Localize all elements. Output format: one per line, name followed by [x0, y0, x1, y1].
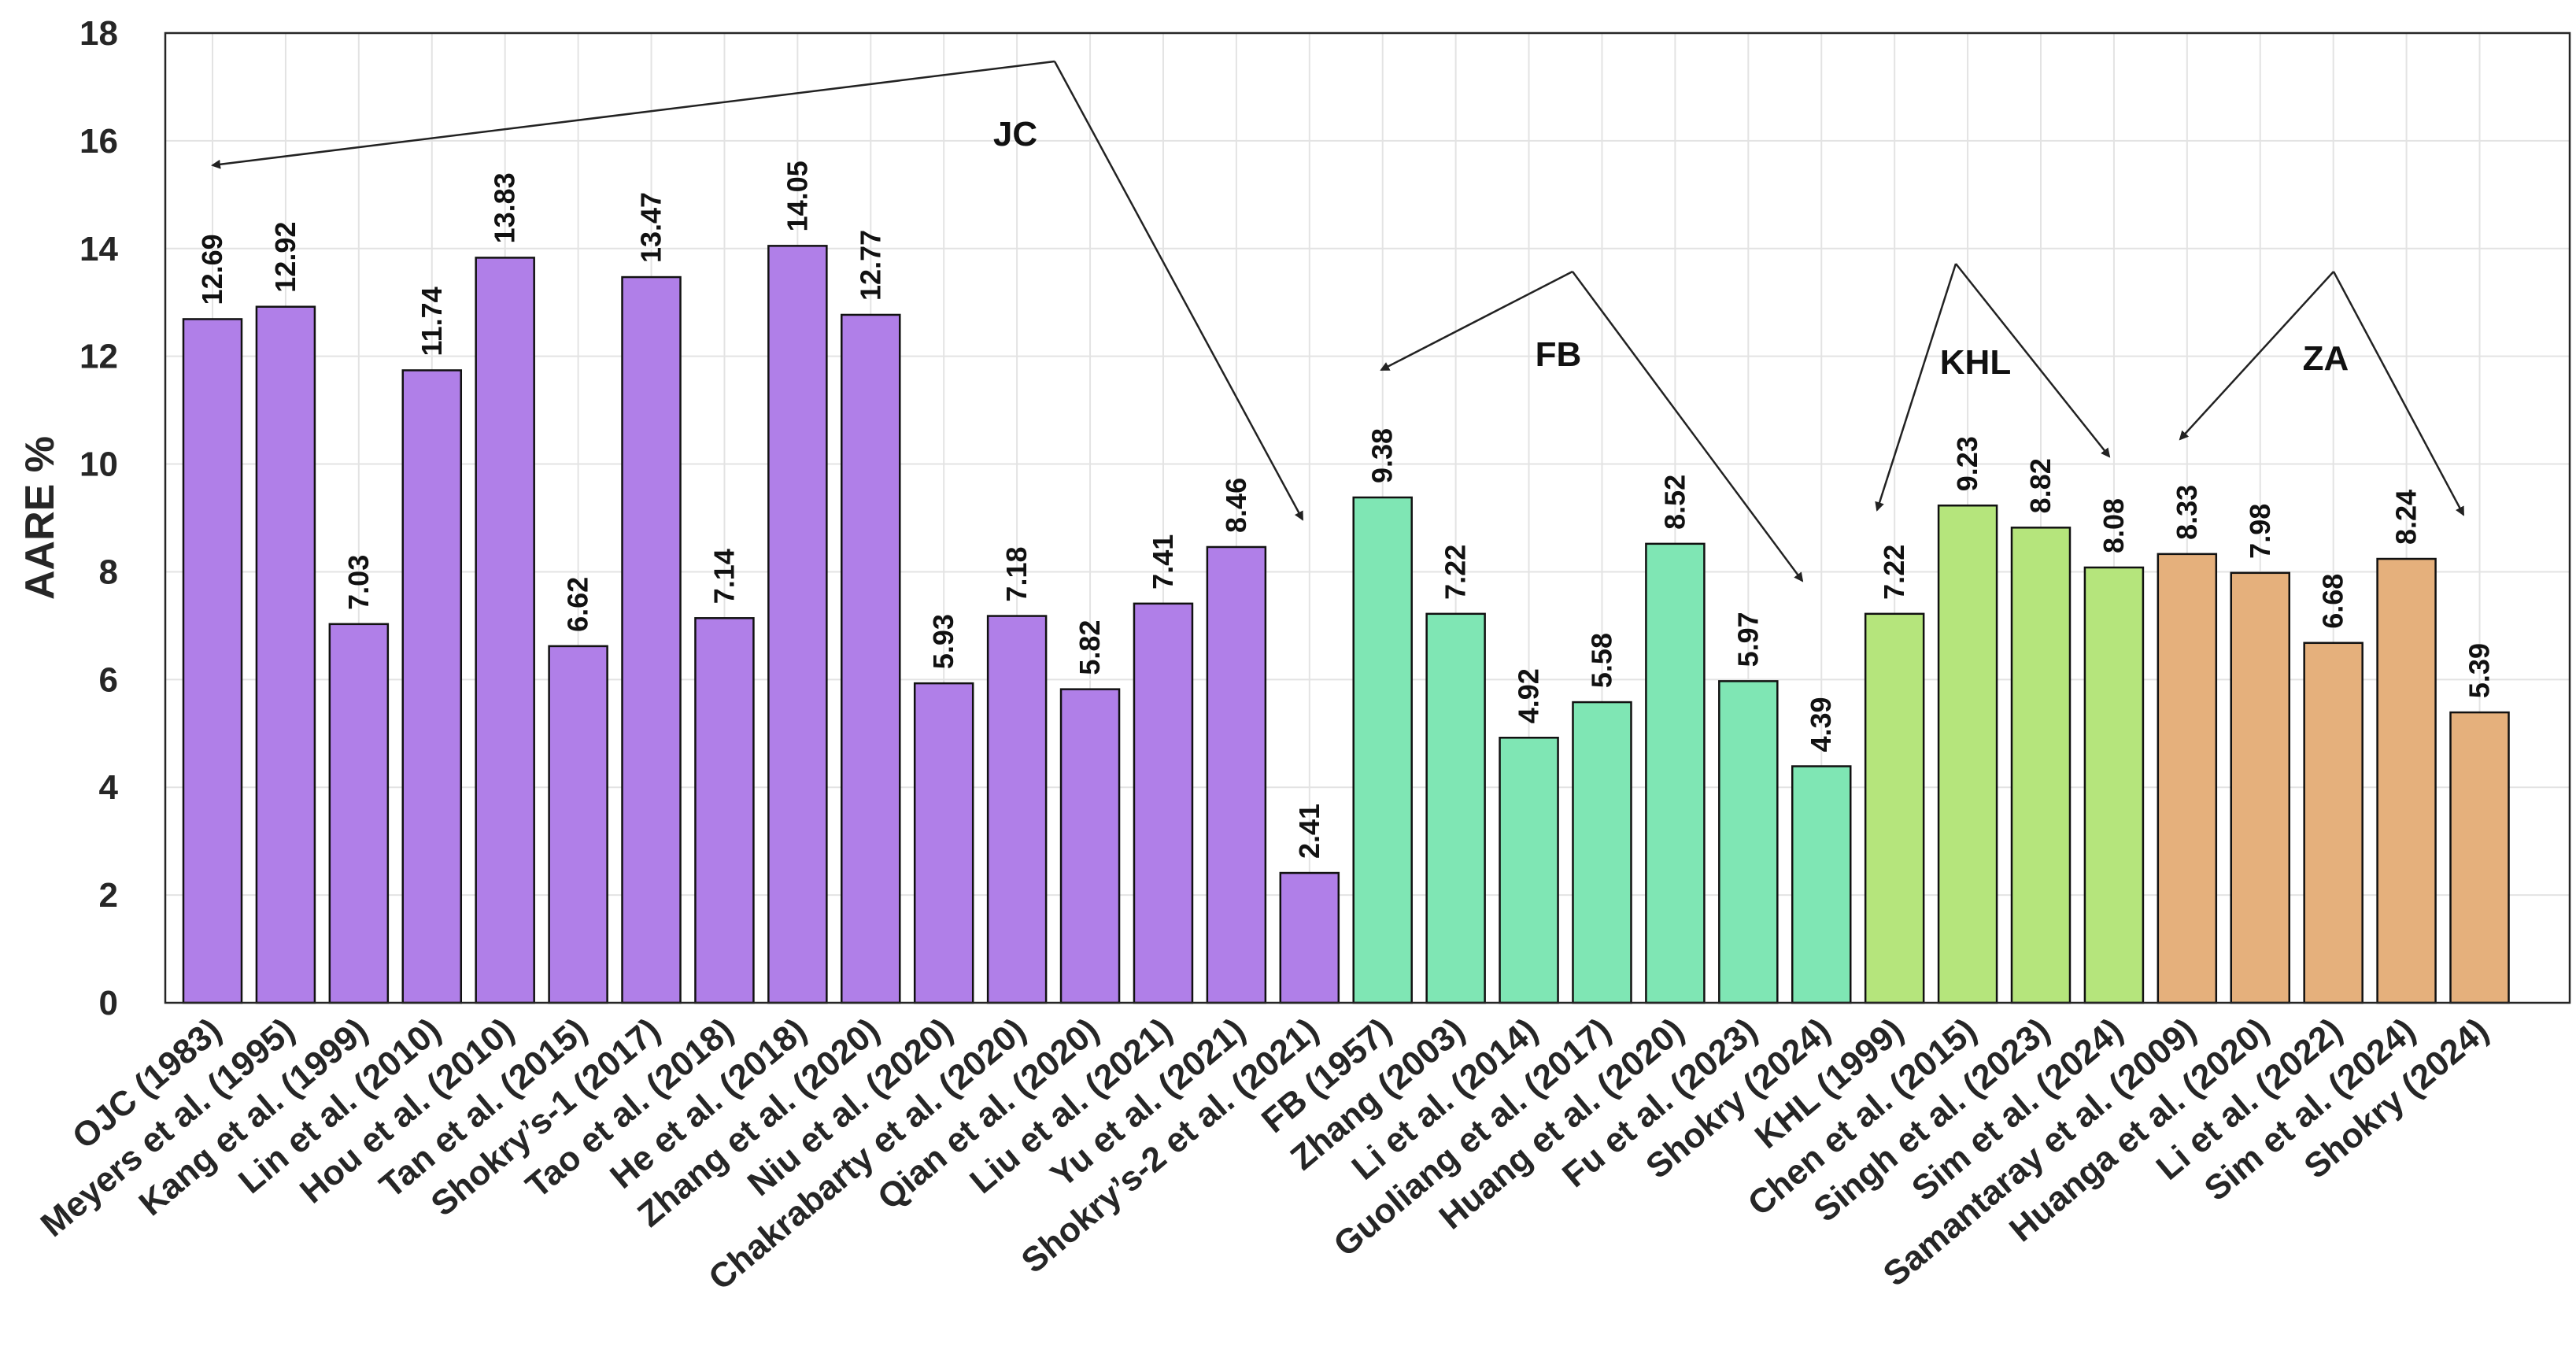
- value-label: 8.52: [1658, 475, 1691, 530]
- group-arrow: [1875, 263, 1957, 512]
- value-label: 11.74: [416, 287, 448, 356]
- value-label: 7.22: [1878, 545, 1910, 600]
- value-label: 5.97: [1732, 612, 1764, 667]
- value-label: 12.92: [269, 222, 301, 293]
- group-arrow: [1380, 270, 1573, 372]
- group-arrow: [211, 60, 1055, 169]
- value-label: 8.24: [2390, 490, 2423, 545]
- value-label: 9.23: [1951, 436, 1983, 491]
- group-arrow: [1955, 263, 2111, 458]
- value-label: 12.77: [854, 230, 886, 301]
- value-label: 7.22: [1440, 545, 1472, 600]
- group-arrow: [1571, 271, 1804, 582]
- y-tick-label: 4: [99, 768, 119, 807]
- y-tick-label: 6: [99, 660, 118, 699]
- value-labels: 12.69 12.92 7.03 11.74 13.83 6.62 13.47 7.14 14.…: [196, 161, 2496, 859]
- y-tick-label: 16: [79, 122, 118, 161]
- bar: [2303, 641, 2363, 1004]
- group-label: FB: [1536, 335, 1582, 374]
- bar: [2010, 527, 2072, 1004]
- x-axis-ticks: OJC (1983)Meyers et al. (1995)Kang et al…: [34, 1011, 2496, 1298]
- y-tick-label: 8: [99, 553, 118, 591]
- value-label: 6.62: [562, 577, 594, 632]
- bar: [1791, 765, 1852, 1004]
- value-label: 5.39: [2463, 643, 2496, 698]
- value-label: 14.05: [781, 161, 813, 231]
- group-annotations: JC FB KHL ZA: [211, 60, 2465, 582]
- group-label: JC: [993, 115, 1037, 153]
- bars: [182, 245, 2510, 1004]
- bar: [2083, 566, 2145, 1004]
- group-arrow: [1053, 61, 1304, 521]
- bar: [1718, 680, 1779, 1004]
- bar: [1059, 688, 1121, 1004]
- y-axis-label: AARE %: [17, 436, 63, 600]
- y-tick-label: 0: [99, 984, 118, 1022]
- bar: [1572, 701, 1632, 1004]
- bar: [1352, 496, 1413, 1004]
- bar: [255, 305, 316, 1004]
- value-label: 13.83: [489, 172, 521, 243]
- bar: [2230, 571, 2291, 1004]
- group-label: KHL: [1940, 343, 2011, 382]
- value-label: 8.08: [2097, 498, 2130, 553]
- bar: [1279, 871, 1340, 1004]
- value-label: 8.33: [2171, 485, 2203, 540]
- bar: [913, 682, 974, 1004]
- bar: [1645, 542, 1706, 1004]
- value-label: 6.68: [2317, 574, 2349, 629]
- bar: [1499, 737, 1559, 1004]
- value-label: 5.93: [927, 614, 959, 669]
- value-label: 13.47: [635, 192, 667, 263]
- bar: [328, 623, 390, 1004]
- group-label: ZA: [2303, 339, 2349, 378]
- value-label: 4.92: [1513, 668, 1545, 723]
- bar: [694, 617, 755, 1004]
- y-tick-label: 2: [99, 876, 118, 915]
- bar: [1937, 505, 1998, 1004]
- bar: [986, 615, 1048, 1004]
- bar: [401, 369, 463, 1004]
- bar: [767, 245, 828, 1004]
- bar: [1206, 545, 1267, 1004]
- value-label: 7.18: [1000, 546, 1033, 601]
- value-label: 8.82: [2024, 458, 2057, 513]
- value-label: 8.46: [1220, 478, 1252, 533]
- value-label: 7.03: [342, 555, 375, 610]
- bar: [621, 275, 682, 1004]
- plot-frame: [164, 31, 2571, 1004]
- value-label: 12.69: [196, 234, 228, 305]
- y-tick-label: 14: [79, 230, 118, 268]
- bar: [841, 313, 901, 1004]
- bar: [1864, 612, 1925, 1004]
- bar: [548, 645, 608, 1004]
- bar: [2376, 557, 2437, 1004]
- value-label: 9.38: [1366, 428, 1399, 483]
- value-label: 5.58: [1585, 633, 1617, 688]
- group-arrow: [2332, 271, 2465, 516]
- value-label: 7.98: [2244, 504, 2276, 559]
- value-label: 7.14: [708, 549, 740, 604]
- bar: [1133, 602, 1194, 1004]
- bar: [2157, 553, 2218, 1004]
- bar: [475, 257, 535, 1004]
- value-label: 5.82: [1074, 620, 1106, 675]
- value-label: 7.41: [1147, 534, 1179, 590]
- y-tick-label: 18: [79, 14, 118, 53]
- y-tick-label: 10: [79, 446, 118, 484]
- y-axis-ticks: 0 2 4 6 8 10 12 14 16 18: [79, 14, 118, 1022]
- value-label: 2.41: [1293, 804, 1325, 859]
- bar: [182, 318, 243, 1004]
- value-label: 4.39: [1805, 697, 1837, 752]
- bar: [2449, 711, 2510, 1004]
- bar: [1425, 612, 1486, 1004]
- y-tick-label: 12: [79, 338, 118, 376]
- group-arrow: [2179, 271, 2334, 441]
